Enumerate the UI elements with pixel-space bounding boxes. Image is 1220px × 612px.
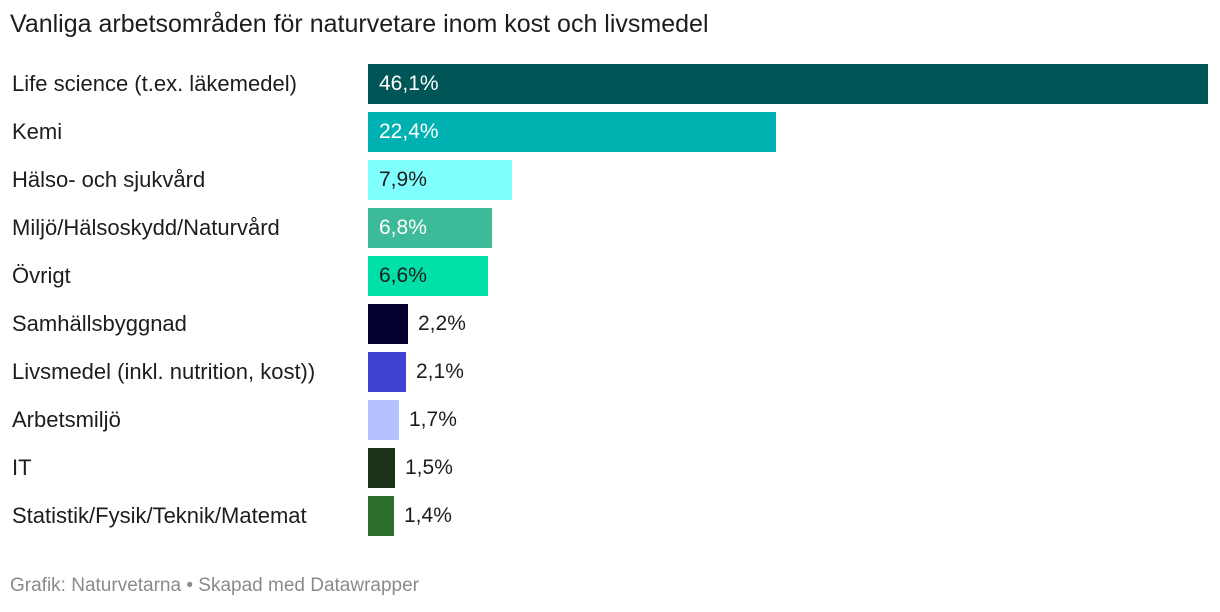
value-label: 6,6%	[379, 264, 427, 287]
bar	[368, 160, 512, 200]
category-label: Hälso- och sjukvård	[12, 167, 206, 192]
bar	[368, 448, 395, 488]
category-label: Kemi	[12, 119, 63, 144]
bar	[368, 208, 492, 248]
bar-row: Life science (t.ex. läkemedel) 46,1%	[0, 64, 1220, 104]
category-label: IT	[12, 455, 32, 480]
category-label: Miljö/Hälsoskydd/Naturvård	[12, 215, 280, 240]
bar-row: Arbetsmiljö 1,7%	[0, 400, 1220, 440]
chart-footer: Grafik: Naturvetarna • Skapad med Datawr…	[10, 575, 420, 596]
value-label: 2,2%	[418, 312, 466, 335]
value-label: 1,5%	[405, 456, 453, 479]
value-label: 6,8%	[379, 216, 427, 239]
value-label: 7,9%	[379, 168, 427, 191]
chart-title: Vanliga arbetsområden för naturvetare in…	[10, 10, 709, 38]
bar-row: Statistik/Fysik/Teknik/Matemat 1,4%	[0, 496, 1220, 536]
category-label: Livsmedel (inkl. nutrition, kost))	[12, 359, 316, 384]
bar-row: Övrigt 6,6%	[0, 256, 1220, 296]
value-label: 1,4%	[404, 504, 452, 527]
bar	[368, 112, 776, 152]
value-label: 22,4%	[379, 120, 439, 143]
category-label: Life science (t.ex. läkemedel)	[12, 71, 297, 96]
bar-row: Samhällsbyggnad 2,2%	[0, 304, 1220, 344]
bar-row: Kemi 22,4%	[0, 112, 1220, 152]
bar-row: Hälso- och sjukvård 7,9%	[0, 160, 1220, 200]
bar-row: Miljö/Hälsoskydd/Naturvård 6,8%	[0, 208, 1220, 248]
bar-row: IT 1,5%	[0, 448, 1220, 488]
bar	[368, 496, 394, 536]
bar	[368, 352, 406, 392]
bar	[368, 64, 1208, 104]
bar	[368, 256, 488, 296]
value-label: 1,7%	[409, 408, 457, 431]
bar	[368, 304, 408, 344]
bar	[368, 400, 399, 440]
category-label: Övrigt	[12, 263, 71, 288]
category-label: Arbetsmiljö	[12, 407, 121, 432]
value-label: 46,1%	[379, 72, 439, 95]
category-label: Statistik/Fysik/Teknik/Matemat	[12, 503, 307, 528]
value-label: 2,1%	[416, 360, 464, 383]
category-label: Samhällsbyggnad	[12, 311, 187, 336]
bar-row: Livsmedel (inkl. nutrition, kost)) 2,1%	[0, 352, 1220, 392]
